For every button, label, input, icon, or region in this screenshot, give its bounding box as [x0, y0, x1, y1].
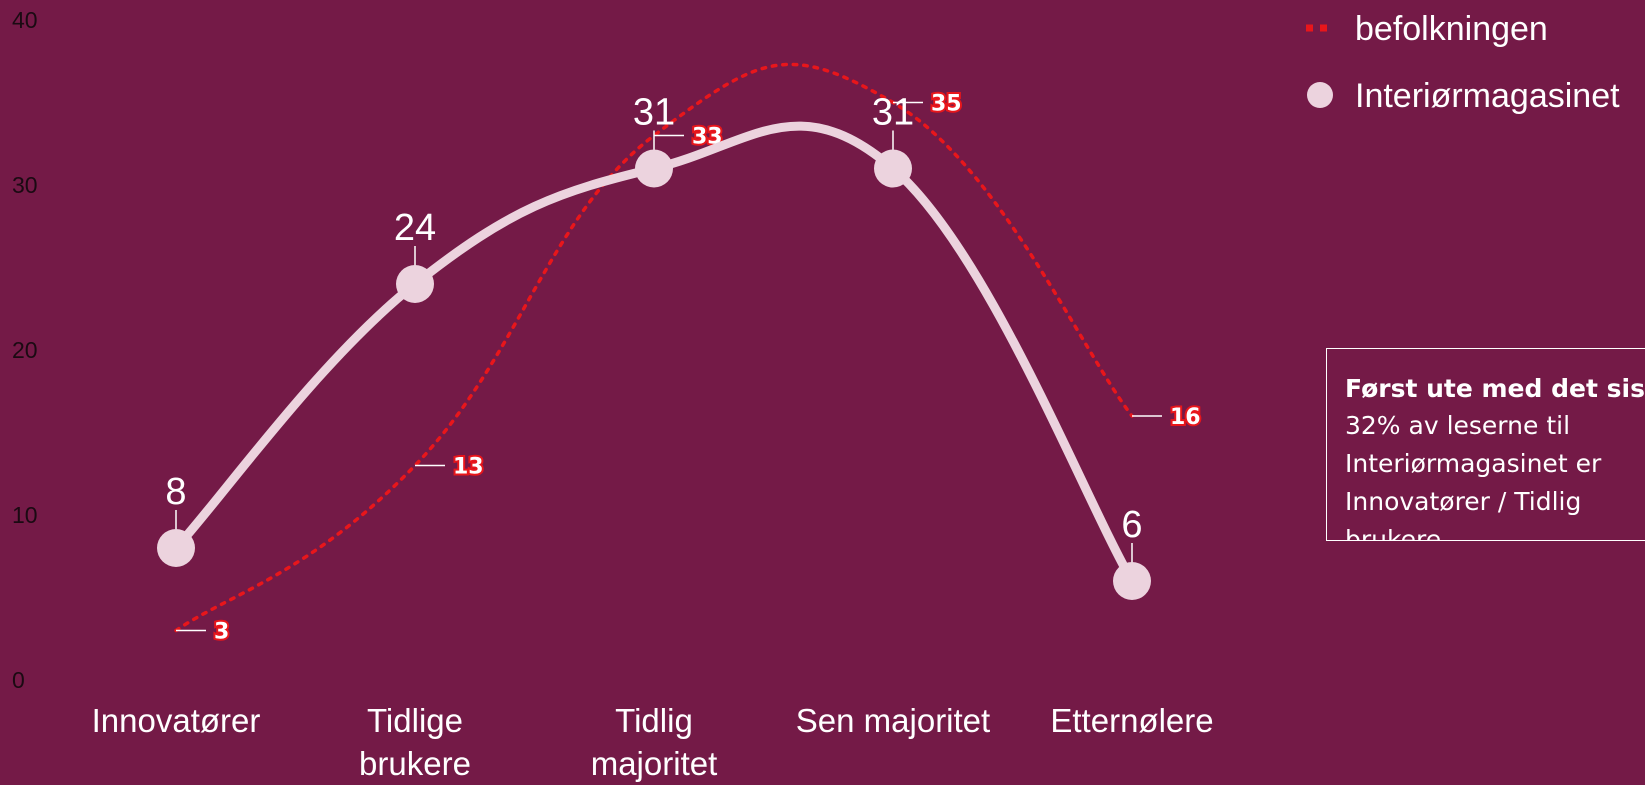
x-tick-label: Sen majoritet — [796, 702, 990, 739]
legend: befolkningen Interiørmagasinet — [1306, 10, 1620, 115]
x-tick-label: Innovatører — [92, 702, 261, 739]
population-value-label: 16 — [1170, 405, 1201, 430]
y-tick-label: 0 — [12, 667, 25, 693]
x-tick-label: Tidlig majoritet — [591, 702, 718, 782]
x-tick-label: Etternølere — [1050, 702, 1213, 739]
y-tick-label: 10 — [12, 502, 38, 528]
population-value-label: 13 — [453, 455, 484, 480]
legend-label-population: befolkningen — [1355, 10, 1548, 48]
population-value-label: 3 — [214, 620, 229, 645]
callout-body: 32% av leserne til Interiørmagasinet er … — [1345, 411, 1602, 541]
main-value-label: 8 — [165, 471, 186, 513]
y-tick-label: 30 — [12, 172, 38, 198]
population-value-label: 35 — [931, 92, 962, 117]
y-tick-label: 20 — [12, 337, 38, 363]
callout-title: Først ute med det siste — [1345, 374, 1645, 403]
main-data-point — [396, 265, 434, 303]
main-value-label: 24 — [394, 207, 436, 249]
main-data-point — [874, 149, 912, 188]
main-series: 8 24 31 31 6 — [157, 92, 1151, 600]
main-data-point — [157, 529, 195, 567]
y-axis: 0 10 20 30 40 — [12, 7, 38, 693]
main-value-label: 6 — [1121, 504, 1142, 546]
main-value-label: 31 — [633, 92, 675, 134]
x-tick-label: Tidlige brukere — [359, 702, 471, 782]
main-data-point — [1113, 562, 1151, 600]
main-value-label: 31 — [872, 92, 914, 134]
x-axis: Innovatører Tidlige brukere Tidlig majoritet… — [92, 702, 1214, 782]
main-line — [171, 121, 1137, 586]
callout-box: Først ute med det siste 32% av leserne t… — [1326, 348, 1645, 541]
legend-label-main: Interiørmagasinet — [1355, 77, 1620, 115]
main-data-point — [635, 149, 673, 188]
y-tick-label: 40 — [12, 7, 38, 33]
legend-marker-main — [1307, 82, 1333, 108]
